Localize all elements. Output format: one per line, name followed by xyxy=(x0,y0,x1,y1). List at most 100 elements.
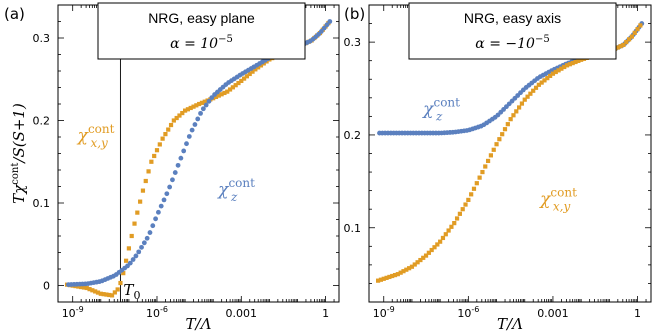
data-point-chi-xy xyxy=(511,113,516,118)
data-point-chi-xy xyxy=(553,69,558,75)
data-point-chi-xy xyxy=(562,64,567,70)
data-point-chi-xy xyxy=(471,186,477,191)
alpha-exponent: −5 xyxy=(535,34,550,45)
data-point-chi-xy xyxy=(146,169,151,174)
data-point-chi-z xyxy=(324,22,330,28)
series-label: χcont x,y xyxy=(539,186,577,214)
data-point-chi-xy xyxy=(256,65,261,70)
data-point-chi-z xyxy=(167,184,173,190)
data-point-chi-xy xyxy=(132,221,137,226)
series-label-sup: cont xyxy=(433,96,460,110)
data-point-chi-xy xyxy=(93,289,98,294)
data-point-chi-xy xyxy=(216,93,221,98)
data-point-chi-xy xyxy=(564,63,570,68)
series-chi-xy xyxy=(376,23,643,283)
data-point-chi-z xyxy=(206,98,212,104)
T0-label: T0 xyxy=(123,281,140,302)
data-point-chi-z xyxy=(139,244,144,250)
data-point-chi-z xyxy=(161,197,167,203)
data-point-chi-xy xyxy=(126,246,131,251)
legend-box xyxy=(408,2,617,60)
data-point-chi-xy xyxy=(480,169,485,175)
data-point-chi-xy xyxy=(539,80,544,85)
x-tick-base: 10 xyxy=(457,307,471,320)
data-point-chi-xy xyxy=(222,90,227,96)
data-point-chi-xy xyxy=(160,136,165,141)
data-point-chi-z xyxy=(127,260,133,266)
data-point-chi-xy xyxy=(90,288,95,293)
data-point-chi-xy xyxy=(548,73,553,79)
data-point-chi-xy xyxy=(138,199,143,204)
data-point-chi-xy xyxy=(115,287,120,292)
legend-title: NRG, easy axis xyxy=(464,10,561,26)
data-point-chi-xy xyxy=(463,202,468,207)
x-axis-label: T/Λ xyxy=(186,315,212,333)
data-point-chi-xy xyxy=(477,175,482,180)
series-label-sup: cont xyxy=(88,122,115,136)
series-label-base: χ xyxy=(217,180,230,200)
data-point-chi-xy xyxy=(180,110,185,116)
alpha-exponent: −5 xyxy=(218,34,233,45)
data-point-chi-xy xyxy=(415,260,420,265)
data-point-chi-xy xyxy=(559,66,564,71)
data-point-chi-z xyxy=(186,134,192,139)
data-point-chi-z xyxy=(170,177,175,183)
data-point-chi-xy xyxy=(446,228,451,233)
panel-label: (b) xyxy=(344,5,365,23)
data-point-chi-xy xyxy=(98,291,103,296)
data-point-chi-xy xyxy=(505,122,510,127)
y-tick-label: 0.2 xyxy=(33,115,51,128)
data-point-chi-xy xyxy=(409,264,415,269)
data-point-chi-xy xyxy=(129,233,134,239)
data-point-chi-xy xyxy=(387,274,392,280)
data-point-chi-xy xyxy=(438,239,443,244)
y-tick-label: 0.1 xyxy=(33,197,51,210)
data-point-chi-xy xyxy=(638,23,643,28)
alpha-value: α = −10−5 xyxy=(475,34,549,52)
data-point-chi-xy xyxy=(378,277,384,282)
y-axis-label: Tχcont/S(S+1) xyxy=(10,103,28,204)
data-point-chi-xy xyxy=(418,257,423,263)
data-point-chi-z xyxy=(200,106,206,112)
data-point-chi-xy xyxy=(404,267,409,272)
data-point-chi-xy xyxy=(376,278,381,283)
data-point-chi-xy xyxy=(143,178,148,184)
data-point-chi-xy xyxy=(488,153,494,158)
data-point-chi-xy xyxy=(550,71,556,76)
data-point-chi-xy xyxy=(576,58,581,63)
data-point-chi-xy xyxy=(621,42,626,48)
data-point-chi-z xyxy=(133,253,139,259)
data-point-chi-z xyxy=(164,191,170,197)
data-point-chi-z xyxy=(321,25,327,31)
data-point-chi-z xyxy=(136,249,142,255)
data-point-chi-xy xyxy=(629,34,635,39)
data-point-chi-xy xyxy=(570,61,575,66)
legend-title: NRG, easy plane xyxy=(148,10,255,26)
y-tick-label: 0 xyxy=(43,280,50,293)
x-axis-label: T/Λ xyxy=(497,315,523,333)
data-point-chi-xy xyxy=(121,271,126,276)
data-point-chi-z xyxy=(203,102,209,108)
data-point-chi-z xyxy=(178,155,184,161)
y-tick-label: 0.2 xyxy=(344,129,362,142)
x-tick-base: 0.001 xyxy=(537,307,569,320)
data-point-chi-xy xyxy=(174,115,179,121)
data-point-chi-z xyxy=(318,29,324,34)
data-point-chi-xy xyxy=(536,82,541,87)
data-point-chi-xy xyxy=(449,224,454,229)
data-point-chi-xy xyxy=(395,272,400,277)
data-point-chi-z xyxy=(172,170,178,175)
x-tick-label: 0.001 xyxy=(537,307,569,320)
data-point-chi-xy xyxy=(460,207,465,212)
data-point-chi-xy xyxy=(225,89,230,94)
data-point-chi-xy xyxy=(177,113,182,118)
data-point-chi-xy xyxy=(171,118,176,123)
data-point-chi-xy xyxy=(556,68,561,73)
data-point-chi-xy xyxy=(615,45,620,50)
data-point-chi-xy xyxy=(166,127,171,132)
data-point-chi-xy xyxy=(502,127,508,132)
data-point-chi-xy xyxy=(469,192,474,197)
data-point-chi-xy xyxy=(624,40,629,45)
data-point-chi-z xyxy=(192,122,198,127)
